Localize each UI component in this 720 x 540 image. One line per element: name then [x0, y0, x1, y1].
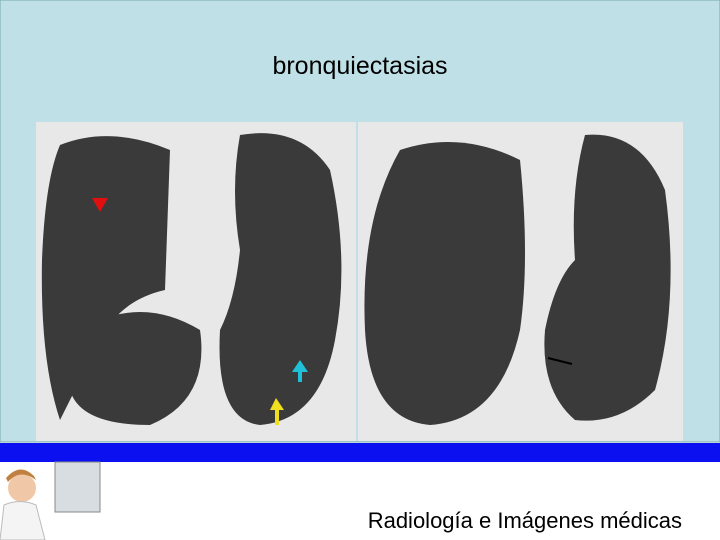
ct-image-right: [358, 122, 683, 441]
footer-text: Radiología e Imágenes médicas: [367, 508, 682, 533]
ct-image-left: [36, 122, 356, 441]
blue-band: [0, 443, 720, 462]
slide-title: bronquiectasias: [272, 52, 448, 80]
doctor-illustration: [0, 461, 101, 540]
